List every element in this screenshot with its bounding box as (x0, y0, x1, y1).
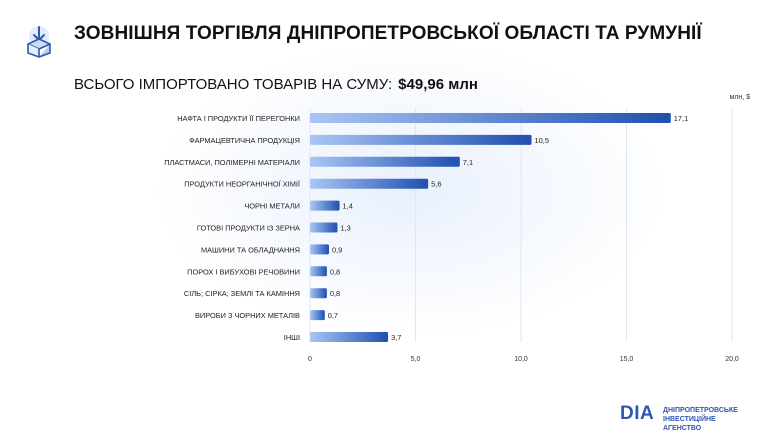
category-label: ЧОРНІ МЕТАЛИ (244, 202, 300, 211)
bar (310, 266, 327, 277)
bar (310, 134, 532, 145)
category-label: ІНШІ (284, 333, 300, 342)
category-label: ФАРМАЦЕВТИЧНА ПРОДУКЦІЯ (189, 136, 300, 145)
category-label: ПОРОХ І ВИБУХОВІ РЕЧОВИНИ (187, 267, 300, 276)
value-label: 5,6 (431, 180, 441, 189)
value-label: 7,1 (463, 158, 473, 167)
x-tick-label: 15,0 (620, 356, 634, 363)
page-title: ЗОВНІШНЯ ТОРГІВЛЯ ДНІПРОПЕТРОВСЬКОЇ ОБЛА… (74, 23, 702, 44)
bar (310, 332, 389, 342)
bar (310, 288, 327, 299)
logo-mark: DIA (620, 403, 655, 424)
category-label: ПЛАСТМАСИ, ПОЛІМЕРНІ МАТЕРІАЛИ (164, 158, 300, 167)
x-tick-label: 10,0 (514, 356, 528, 363)
category-label: ПРОДУКТИ НЕОРГАНІЧНОЇ ХІМІЇ (184, 180, 301, 189)
value-label: 1,4 (343, 202, 353, 211)
logo-text: ДНІПРОПЕТРОВСЬКЕ ІНВЕСТИЦІЙНЕ АГЕНСТВО (663, 406, 753, 433)
box-arrow-icon (27, 26, 51, 58)
bar (310, 113, 671, 123)
dia-logo: DIA ДНІПРОПЕТРОВСЬКЕ ІНВЕСТИЦІЙНЕ АГЕНСТ… (620, 403, 750, 432)
bar (310, 178, 429, 189)
x-tick-label: 20,0 (725, 356, 739, 363)
page-subtitle: ВСЬОГО ІМПОРТОВАНО ТОВАРІВ НА СУМУ: $49,9… (74, 76, 478, 93)
value-label: 10,5 (535, 136, 549, 145)
subtitle-amount: $49,96 млн (398, 76, 478, 93)
bar (310, 310, 325, 321)
category-label: ГОТОВІ ПРОДУКТИ ІЗ ЗЕРНА (197, 224, 300, 233)
value-label: 0,8 (330, 267, 340, 276)
unit-label: млн, $ (729, 94, 750, 101)
logo-line-2: ІНВЕСТИЦІЙНЕ АГЕНСТВО (663, 416, 716, 432)
category-label: МАШИНИ ТА ОБЛАДНАННЯ (201, 245, 300, 254)
value-label: 1,3 (340, 224, 350, 233)
bar (310, 200, 340, 211)
x-tick-label: 5,0 (411, 356, 421, 363)
value-label: 0,7 (328, 311, 338, 320)
value-label: 0,8 (330, 289, 340, 298)
category-label: НАФТА І ПРОДУКТИ ЇЇ ПЕРЕГОНКИ (177, 114, 300, 123)
category-label: СІЛЬ; СІРКА; ЗЕМЛІ ТА КАМІННЯ (184, 289, 300, 298)
bar (310, 222, 338, 233)
logo-line-1: ДНІПРОПЕТРОВСЬКЕ (663, 407, 738, 414)
category-label: ВИРОБИ З ЧОРНИХ МЕТАЛІВ (195, 311, 300, 320)
bar (310, 244, 329, 255)
bar (310, 156, 460, 167)
value-label: 3,7 (391, 333, 401, 342)
value-label: 0,9 (332, 245, 342, 254)
subtitle-label: ВСЬОГО ІМПОРТОВАНО ТОВАРІВ НА СУМУ: (74, 76, 393, 93)
x-tick-label: 0 (308, 356, 312, 363)
value-label: 17,1 (674, 114, 688, 123)
